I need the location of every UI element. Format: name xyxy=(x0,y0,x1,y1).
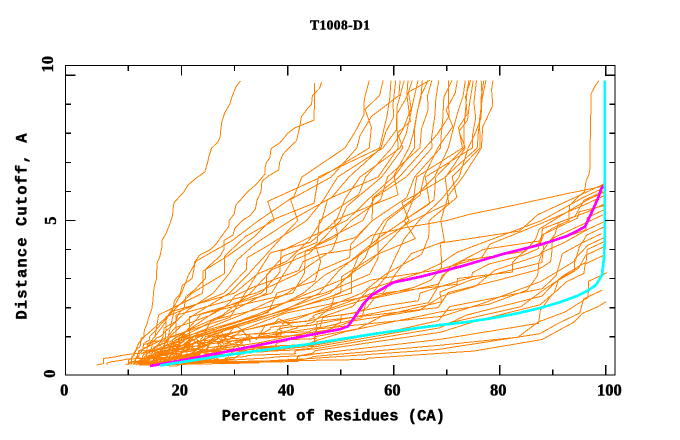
svg-text:100: 100 xyxy=(597,381,622,400)
svg-text:5: 5 xyxy=(41,216,60,224)
svg-text:T1008-D1: T1008-D1 xyxy=(310,18,370,33)
svg-text:10: 10 xyxy=(38,56,57,73)
svg-text:0: 0 xyxy=(60,381,68,400)
svg-text:20: 20 xyxy=(171,381,188,400)
svg-text:0: 0 xyxy=(40,370,59,378)
svg-text:Percent of Residues (CA): Percent of Residues (CA) xyxy=(222,407,445,425)
svg-text:60: 60 xyxy=(384,381,401,400)
svg-text:Distance Cutoff, A: Distance Cutoff, A xyxy=(14,132,32,319)
svg-text:40: 40 xyxy=(278,381,295,400)
svg-text:80: 80 xyxy=(490,381,507,400)
